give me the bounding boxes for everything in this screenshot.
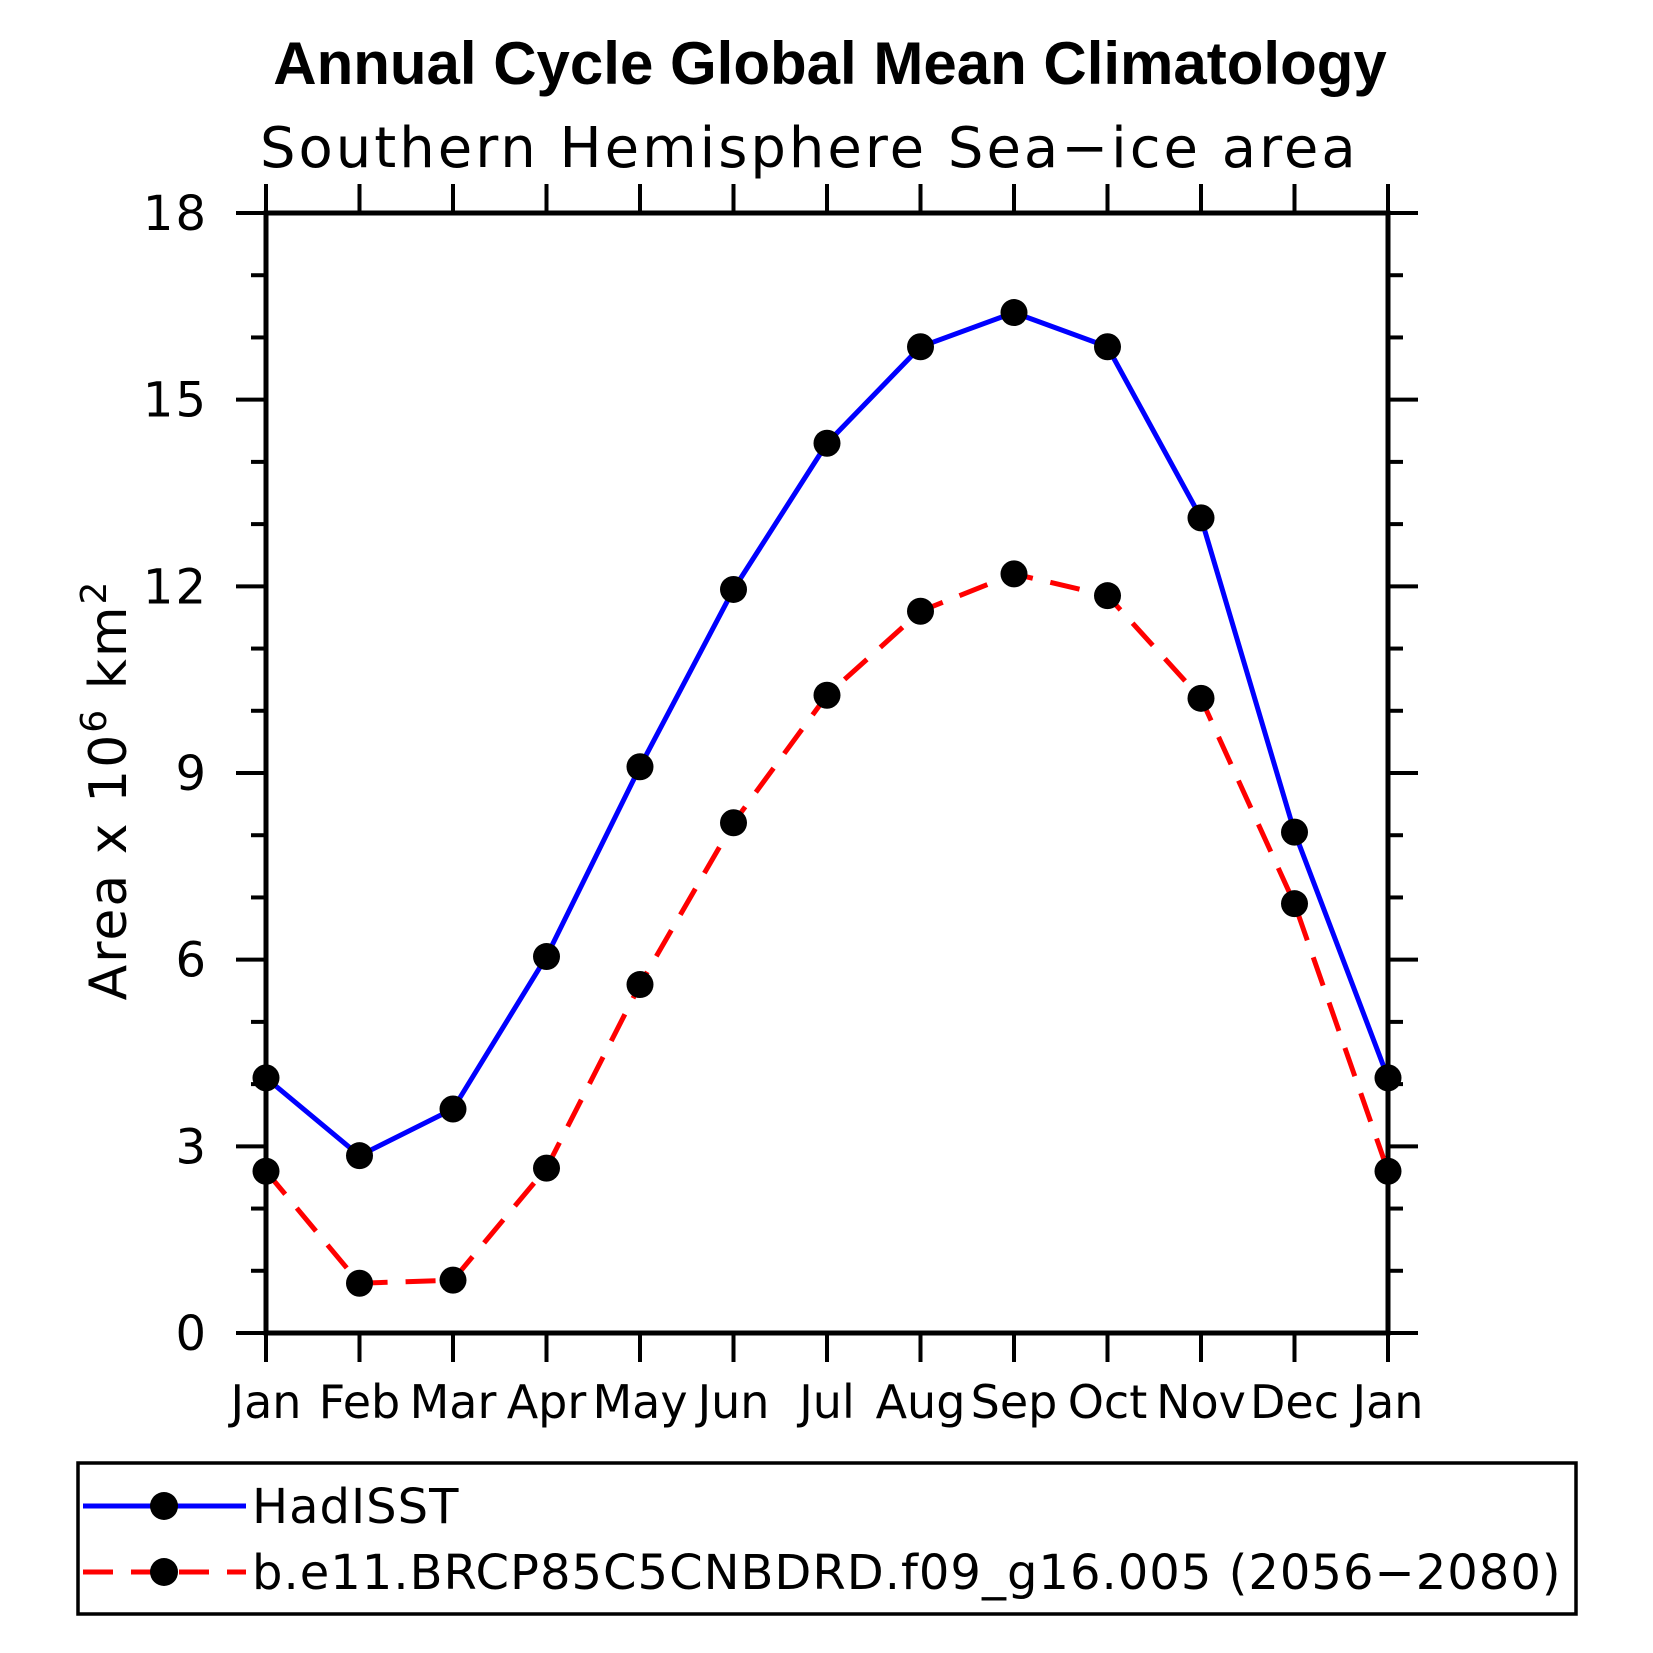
x-tick-label: Apr (507, 1375, 587, 1429)
data-point-model (626, 971, 654, 999)
legend-box (76, 1461, 1578, 1616)
legend: HadISST b.e11.BRCP85C5CNBDRD.f09_g16.005… (76, 1461, 1578, 1616)
x-tick-label: May (592, 1375, 687, 1429)
x-tick-label: Jul (796, 1375, 855, 1429)
data-point-model (252, 1157, 280, 1185)
y-tick-label: 3 (175, 1119, 208, 1175)
data-point-hadisst (346, 1142, 373, 1170)
x-tick-label: Aug (876, 1375, 966, 1429)
data-point-hadisst (533, 943, 560, 971)
x-tick-label: Nov (1156, 1375, 1246, 1429)
y-axis-label: Area x 106 km2 (74, 580, 139, 1001)
x-tick-label: Dec (1250, 1375, 1339, 1429)
data-point-hadisst (252, 1064, 280, 1092)
legend-marker-hadisst (150, 1492, 178, 1520)
chart-title: Annual Cycle Global Mean Climatology (273, 30, 1387, 97)
chart-subtitle: Southern Hemisphere Sea−ice area (260, 116, 1359, 181)
data-point-hadisst (907, 333, 934, 361)
data-point-model (1000, 560, 1028, 588)
x-tick-label: Sep (971, 1375, 1058, 1429)
data-point-model (1094, 582, 1121, 610)
legend-marker-model (150, 1558, 178, 1586)
data-point-hadisst (626, 753, 654, 781)
model-line (264, 571, 1391, 1286)
data-point-hadisst (1281, 818, 1308, 846)
x-tick-label: Mar (410, 1375, 497, 1429)
y-tick-label: 12 (143, 559, 208, 615)
y-tick-label: 18 (143, 186, 208, 242)
data-point-hadisst (1374, 1064, 1402, 1092)
y-tick-label: 9 (175, 746, 208, 802)
data-point-hadisst (1094, 333, 1121, 361)
x-tick-label: Feb (319, 1375, 400, 1429)
legend-label-hadisst: HadISST (252, 1479, 459, 1535)
plot-border (263, 210, 1391, 1336)
data-point-model (813, 681, 841, 709)
y-tick-label: 0 (175, 1306, 208, 1362)
data-point-model (346, 1269, 373, 1297)
data-point-hadisst (1000, 299, 1028, 327)
plot-area: Jan Feb Mar Apr May Jun Jul Aug Sep Oct Nov Dec Jan0… (74, 184, 1423, 1429)
data-point-hadisst (720, 575, 747, 603)
data-point-hadisst (439, 1095, 467, 1123)
x-tick-label: Jun (695, 1375, 770, 1429)
data-point-model (1187, 684, 1215, 712)
x-tick-label: Oct (1068, 1375, 1148, 1429)
y-tick-label: 15 (143, 373, 208, 429)
data-point-model (1374, 1157, 1402, 1185)
data-point-model (533, 1154, 560, 1182)
x-tick-label: Jan (1350, 1375, 1424, 1429)
y-tick-label: 6 (175, 933, 208, 989)
legend-label-model: b.e11.BRCP85C5CNBDRD.f09_g16.005 (2056−2… (252, 1545, 1562, 1601)
data-point-hadisst (813, 429, 841, 457)
data-point-model (907, 597, 934, 625)
data-point-model (439, 1266, 467, 1294)
data-point-model (1281, 890, 1308, 918)
data-point-model (720, 809, 747, 837)
data-point-hadisst (1187, 504, 1215, 532)
x-tick-label: Jan (228, 1375, 302, 1429)
